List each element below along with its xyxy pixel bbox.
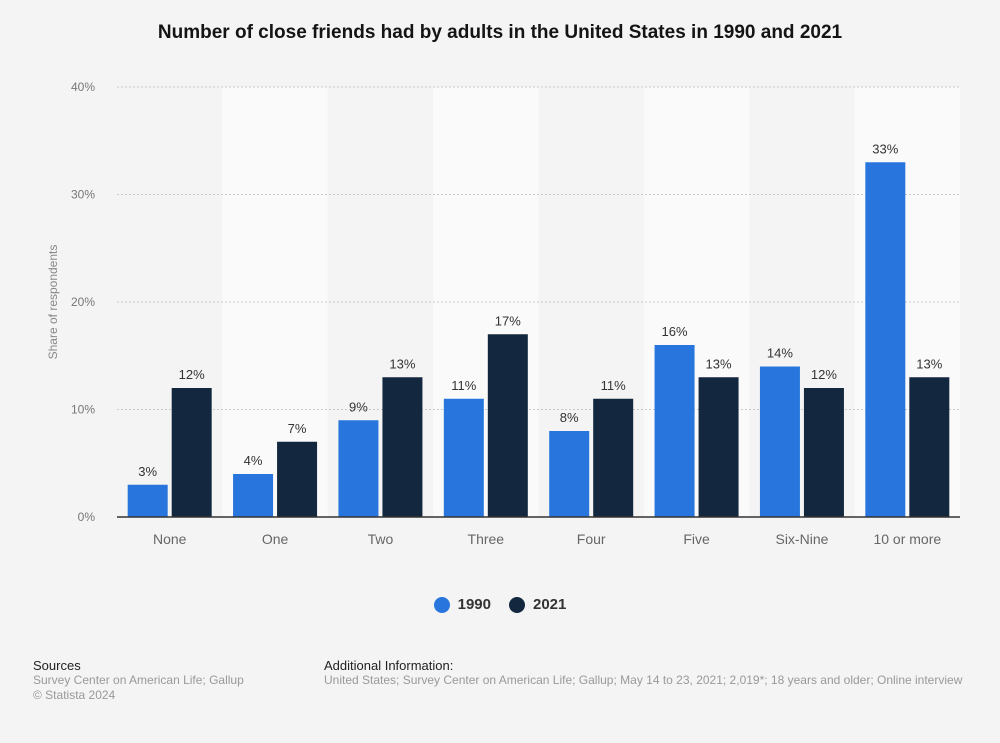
y-tick-label: 20% xyxy=(71,295,95,309)
bar-1990-four[interactable] xyxy=(549,431,590,517)
legend-dot-1990 xyxy=(433,596,450,613)
x-tick-label: Five xyxy=(683,531,710,547)
data-label: 12% xyxy=(179,367,205,382)
legend-dot-2021 xyxy=(509,596,525,613)
y-tick-label: 30% xyxy=(71,188,95,202)
y-tick-label: 0% xyxy=(78,510,96,524)
legend-label-1990: 1990 xyxy=(457,596,491,613)
data-label: 13% xyxy=(706,356,732,371)
data-label: 33% xyxy=(872,141,898,156)
axes: 0% 10% 20% 30% 40% None One Two Three Four Five Six… xyxy=(71,80,960,547)
bar-1990-three[interactable] xyxy=(443,398,484,517)
bar-2021-none[interactable] xyxy=(171,388,212,517)
y-axis-title: Share of respondents xyxy=(46,245,60,360)
data-label: 11% xyxy=(451,378,476,393)
y-tick-label: 10% xyxy=(71,403,95,417)
bar-2021-three[interactable] xyxy=(487,334,528,517)
data-label: 3% xyxy=(138,464,157,479)
bar-1990-five[interactable] xyxy=(654,345,695,517)
bar-1990-six-nine[interactable] xyxy=(759,366,800,518)
x-tick-label: Two xyxy=(368,531,394,547)
data-label: 12% xyxy=(811,367,837,382)
bar-1990-none[interactable] xyxy=(127,484,168,517)
data-label: 17% xyxy=(495,313,521,328)
bar-2021-six-nine[interactable] xyxy=(803,388,844,517)
additional-info-heading: Additional Information: xyxy=(324,658,454,673)
bar-2021-four[interactable] xyxy=(593,398,634,517)
sources-heading: Sources xyxy=(33,658,81,673)
data-label: 11% xyxy=(601,378,626,393)
additional-info-text: United States; Survey Center on American… xyxy=(324,673,963,687)
x-tick-label: None xyxy=(153,531,187,547)
legend-label-2021: 2021 xyxy=(533,596,567,613)
data-label: 13% xyxy=(389,356,415,371)
data-label: 8% xyxy=(560,410,579,425)
bar-1990-one[interactable] xyxy=(233,474,274,517)
data-label: 13% xyxy=(916,356,942,371)
x-tick-label: Six-Nine xyxy=(775,531,828,547)
sources-block: Sources Survey Center on American Life; … xyxy=(33,658,244,703)
bar-2021-one[interactable] xyxy=(277,441,318,517)
copyright: © Statista 2024 xyxy=(33,688,116,702)
legend: 1990 2021 xyxy=(0,596,1000,613)
bar-1990-10-or-more[interactable] xyxy=(865,162,906,517)
data-label: 16% xyxy=(662,324,688,339)
legend-item-2021[interactable]: 2021 xyxy=(509,596,566,613)
additional-info-block: Additional Information: United States; S… xyxy=(324,658,962,688)
data-labels: 3% 12% 4% 7% 9% 13% 11% 17% 8% 11% 16% 13% 14% 12% 33%… xyxy=(138,141,942,479)
gridlines xyxy=(117,86,960,410)
bars xyxy=(127,162,950,518)
x-tick-label: 10 or more xyxy=(873,531,941,547)
bar-2021-five[interactable] xyxy=(698,377,739,517)
legend-item-1990[interactable]: 1990 xyxy=(433,596,491,613)
data-label: 7% xyxy=(288,421,307,436)
x-tick-label: One xyxy=(262,531,289,547)
chart-title: Number of close friends had by adults in… xyxy=(157,22,843,43)
sources-text[interactable]: Survey Center on American Life; Gallup xyxy=(33,673,244,687)
data-label: 9% xyxy=(349,399,368,414)
bar-1990-two[interactable] xyxy=(338,420,379,517)
bar-2021-two[interactable] xyxy=(382,377,423,517)
data-label: 14% xyxy=(767,346,793,361)
y-tick-label: 40% xyxy=(71,80,95,94)
x-tick-label: Three xyxy=(468,531,505,547)
data-label: 4% xyxy=(244,453,263,468)
bar-2021-10-or-more[interactable] xyxy=(909,377,950,517)
x-tick-label: Four xyxy=(577,531,606,547)
